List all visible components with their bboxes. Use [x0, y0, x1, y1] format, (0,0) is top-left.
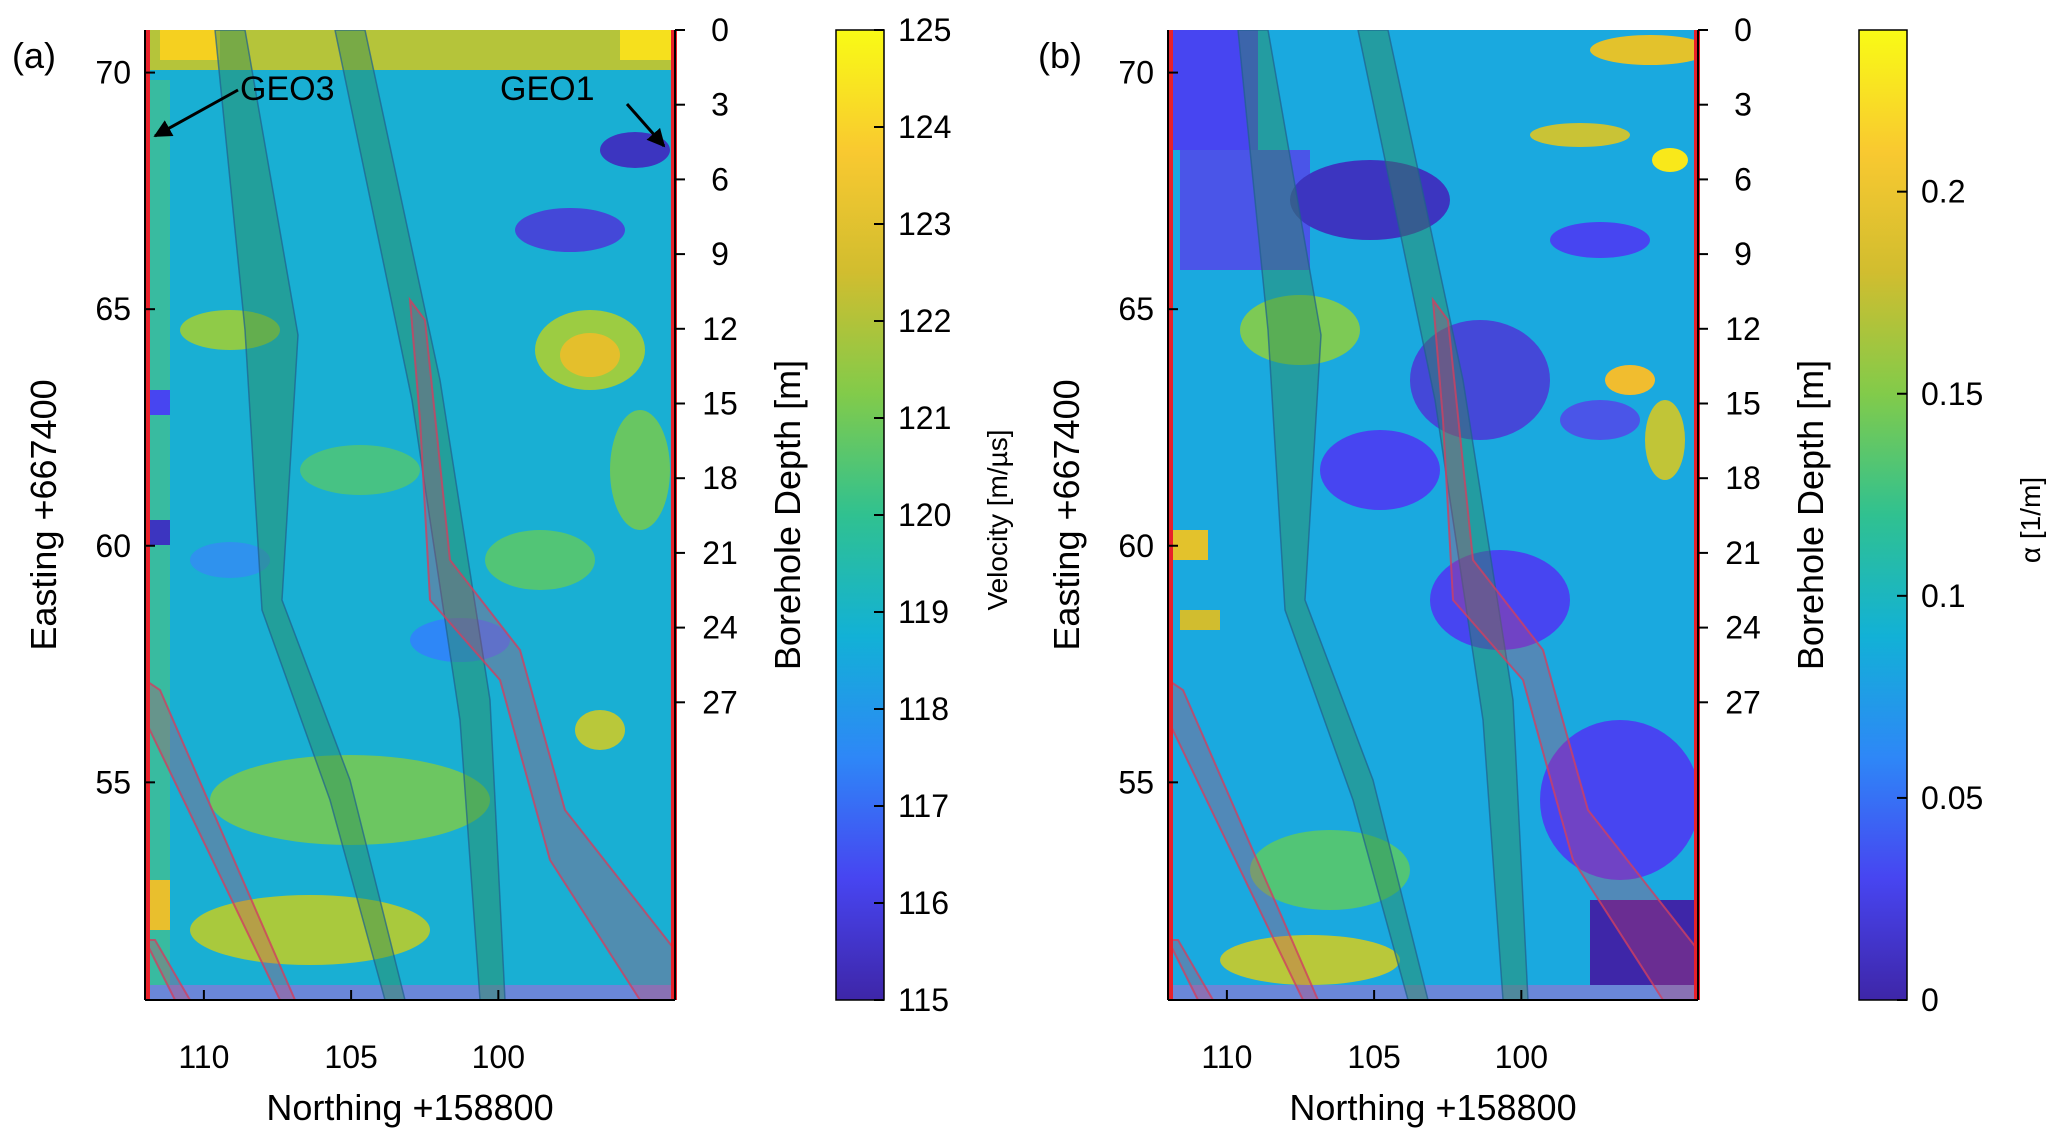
x-ticks-b: 110 105 100 [1201, 990, 1548, 1075]
y-ticks-b: 70 65 60 55 [1118, 55, 1178, 800]
panel-b: (b) [1038, 12, 2046, 1128]
fault-zones-b [1168, 296, 1698, 1000]
y-axis-label-left-a: Easting +667400 [23, 379, 64, 650]
y-ticks-a: 70 65 60 55 [95, 55, 155, 800]
x-tick-label: 105 [1347, 1039, 1400, 1075]
annotation-geo1: GEO1 [500, 70, 594, 108]
depth-tick-label: 0 [1734, 12, 1752, 48]
colorbar-attenuation [1858, 29, 1908, 1001]
x-tick-label: 105 [324, 1039, 377, 1075]
colorbar-tick-label: 122 [898, 303, 951, 339]
velocity-heatmap [145, 30, 675, 1000]
y-axis-label-right-a: Borehole Depth [m] [767, 360, 808, 670]
depth-tick-label: 24 [702, 610, 738, 646]
annotation-geo3: GEO3 [240, 70, 334, 108]
annotation-geo1-arrow [625, 103, 666, 148]
x-tick-label: 110 [178, 1039, 229, 1075]
depth-tick-label: 18 [702, 460, 738, 496]
depth-tick-label: 6 [711, 161, 729, 197]
depth-tick-label: 15 [702, 386, 738, 422]
depth-tick-label: 21 [702, 535, 738, 571]
y-tick-label: 60 [1118, 528, 1154, 564]
depth-tick-label: 3 [1734, 87, 1752, 123]
colorbar-tick-label: 117 [898, 788, 949, 824]
fault-zones-a [145, 296, 675, 1000]
y-axis-label-right-b: Borehole Depth [m] [1790, 360, 1831, 670]
depth-tick-label: 27 [1725, 684, 1761, 720]
y-tick-label: 55 [1118, 764, 1154, 800]
colorbar-tick-label: 115 [898, 982, 949, 1018]
depth-ticks-b: 0 3 6 9 12 15 18 21 24 27 [1698, 12, 1761, 720]
colorbar-tick-label: 118 [898, 691, 949, 727]
colorbar-tick-label: 116 [898, 885, 949, 921]
colorbar-tick-label: 124 [898, 109, 951, 145]
colorbar-tick-label: 0.05 [1921, 780, 1983, 816]
x-tick-label: 110 [1201, 1039, 1252, 1075]
depth-tick-label: 9 [711, 236, 729, 272]
colorbar-tick-label: 0 [1921, 982, 1939, 1018]
y-tick-label: 65 [95, 291, 131, 327]
panel-a: (a) [12, 12, 1013, 1128]
colorbar-ticks-b: 0.2 0.15 0.1 0.05 0 [1897, 174, 1983, 1018]
colorbar-label-b: α [1/m] [2015, 477, 2046, 563]
x-axis-label-a: Northing +158800 [266, 1087, 553, 1128]
y-tick-label: 65 [1118, 291, 1154, 327]
panel-label-a: (a) [12, 35, 56, 76]
colorbar-tick-label: 120 [898, 497, 951, 533]
colorbar-tick-label: 123 [898, 206, 951, 242]
fracture-zones-a [214, 30, 506, 1000]
colorbar-tick-label: 0.2 [1921, 174, 1965, 210]
depth-tick-label: 27 [702, 684, 738, 720]
colorbar-label-a: Velocity [m/µs] [982, 429, 1013, 610]
depth-tick-label: 21 [1725, 535, 1761, 571]
y-tick-label: 70 [95, 55, 131, 91]
depth-tick-label: 12 [702, 311, 738, 347]
depth-ticks-a: 0 3 6 9 12 15 18 21 24 27 [675, 12, 738, 720]
x-ticks-a: 110 105 100 [178, 990, 525, 1075]
y-axis-label-left-b: Easting +667400 [1046, 379, 1087, 650]
depth-tick-label: 6 [1734, 161, 1752, 197]
y-tick-label: 55 [95, 764, 131, 800]
y-tick-label: 60 [95, 528, 131, 564]
x-axis-label-b: Northing +158800 [1289, 1087, 1576, 1128]
depth-tick-label: 12 [1725, 311, 1761, 347]
depth-tick-label: 9 [1734, 236, 1752, 272]
depth-tick-label: 15 [1725, 386, 1761, 422]
annotation-geo3-arrow [153, 88, 239, 138]
x-tick-label: 100 [472, 1039, 525, 1075]
fracture-zones-b [1237, 30, 1529, 1000]
depth-tick-label: 3 [711, 87, 729, 123]
colorbar-tick-label: 121 [898, 400, 951, 436]
colorbar-tick-label: 125 [898, 12, 951, 48]
colorbar-tick-label: 0.1 [1921, 578, 1965, 614]
x-tick-label: 100 [1495, 1039, 1548, 1075]
panel-label-b: (b) [1038, 35, 1082, 76]
depth-tick-label: 18 [1725, 460, 1761, 496]
depth-tick-label: 0 [711, 12, 729, 48]
depth-tick-label: 24 [1725, 610, 1761, 646]
colorbar-tick-label: 119 [898, 594, 949, 630]
y-tick-label: 70 [1118, 55, 1154, 91]
colorbar-ticks-a: 125 124 123 122 121 120 119 118 117 116 115 [874, 12, 951, 1018]
colorbar-tick-label: 0.15 [1921, 376, 1983, 412]
